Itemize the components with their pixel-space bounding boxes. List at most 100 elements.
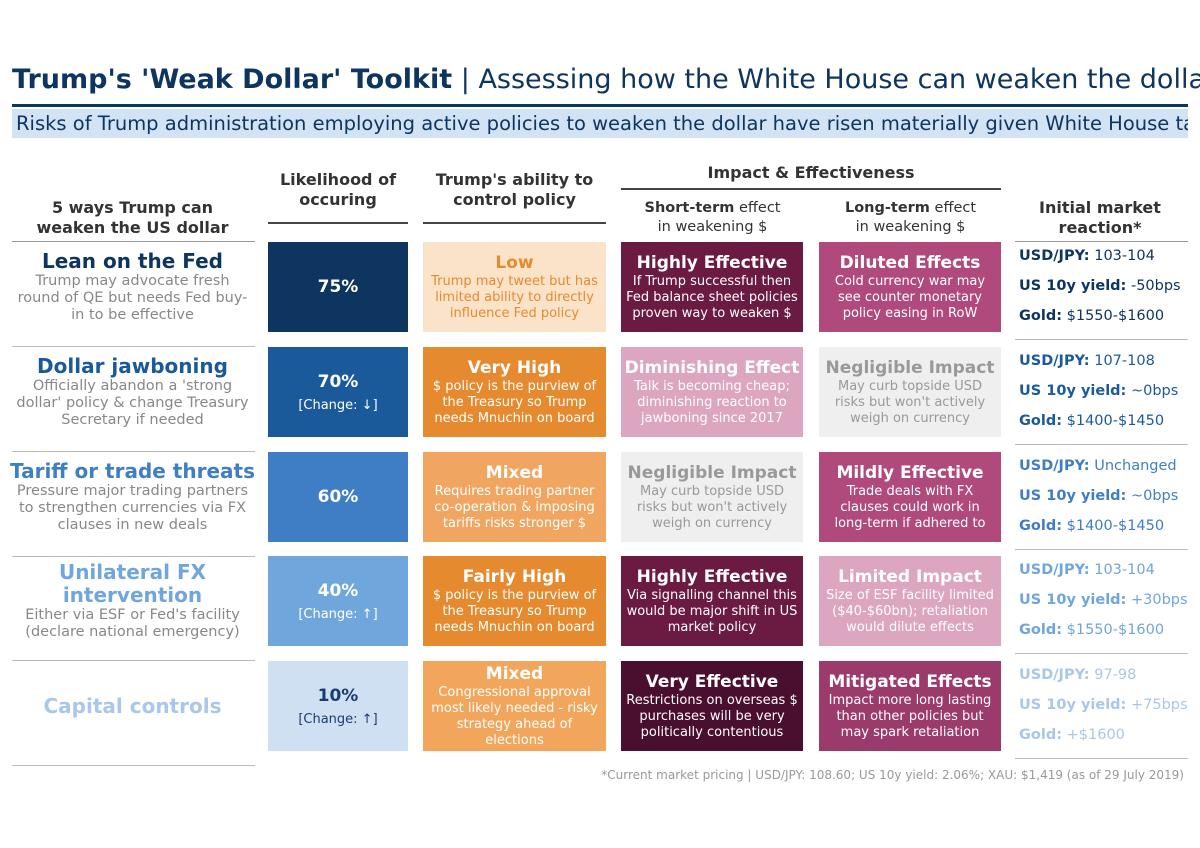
rule (1015, 758, 1188, 759)
way-name: Capital controls (43, 693, 222, 718)
long-term-cell: Mildly Effective Trade deals with FX clau… (819, 452, 1001, 542)
way-name: Tariff or trade threats (10, 459, 255, 483)
market-value: 107-108 (1094, 353, 1155, 369)
likelihood-cell: 40% [Change: ↑] (268, 556, 408, 646)
long-term-cell: Negligible Impact May curb topside USD ri… (819, 347, 1001, 437)
cell-text: If Trump successful then Fed balance she… (626, 273, 798, 321)
way-cell: Lean on the Fed Trump may advocate fresh … (10, 242, 255, 332)
market-label: USD/JPY: (1019, 562, 1090, 578)
cell-text: Trade deals with FX clauses could work i… (834, 483, 986, 531)
likelihood: 10% (317, 685, 359, 706)
market-value: +$1600 (1066, 727, 1125, 743)
cell-title: Very Effective (645, 671, 779, 692)
rule (423, 222, 606, 224)
rule (12, 660, 255, 661)
way-name: Lean on the Fed (41, 249, 223, 273)
rule (1015, 241, 1188, 242)
long-term-cell: Mitigated Effects Impact more long lastin… (819, 661, 1001, 751)
footnote: *Current market pricing | USD/JPY: 108.6… (601, 768, 1184, 782)
cell-title: Fairly High (462, 566, 567, 587)
way-cell: Tariff or trade threats Pressure major tr… (10, 452, 255, 542)
rule (12, 104, 1188, 107)
col-header: 5 ways Trump can weaken the US dollar (36, 198, 229, 237)
likelihood-cell: 75% (268, 242, 408, 332)
market-value: +75bps (1130, 697, 1188, 713)
cell-text: Talk is becoming cheap; diminishing reac… (634, 378, 790, 426)
rule (268, 222, 408, 224)
cell-title: Mildly Effective (836, 462, 984, 483)
market-item: Gold: +$1600 (1019, 727, 1125, 743)
short-term-cell: Very Effective Restrictions on overseas $… (621, 661, 803, 751)
separator: | (460, 64, 470, 95)
cell-text: Via signalling channel this would be maj… (626, 587, 798, 635)
col-header: Long-term effect in weakening $ (838, 199, 983, 237)
cell-text: Cold currency war may see counter moneta… (834, 273, 986, 321)
market-item: Gold: $1550-$1600 (1019, 622, 1164, 638)
change: [Change: ↑] (298, 711, 378, 727)
title-line: Trump's 'Weak Dollar' Toolkit | Assessin… (12, 64, 1200, 95)
cell-text: Trump may tweet but has limited ability … (431, 273, 598, 321)
col-header: Initial market reaction* (1039, 198, 1161, 237)
cell-text: Impact more long lasting than other poli… (828, 692, 992, 740)
way-description: Trump may advocate fresh round of QE but… (17, 273, 248, 323)
market-item: Gold: $1400-$1450 (1019, 413, 1164, 429)
market-label: Gold: (1019, 308, 1063, 324)
change: [Change: ↓] (298, 397, 378, 413)
market-label: USD/JPY: (1019, 353, 1090, 369)
market-label: Gold: (1019, 413, 1063, 429)
cell-title: Low (495, 252, 534, 273)
ability-cell: Low Trump may tweet but has limited abili… (423, 242, 606, 332)
col-header: Likelihood of occuring (279, 170, 397, 209)
ability-cell: Very High $ policy is the purview of the … (423, 347, 606, 437)
market-item: US 10y yield: ~0bps (1019, 488, 1178, 504)
market-value: ~0bps (1130, 383, 1179, 399)
cell-title: Mitigated Effects (828, 671, 992, 692)
market-value: $1550-$1600 (1066, 622, 1165, 638)
way-name: Dollar jawboning (37, 354, 228, 378)
rule (12, 346, 255, 347)
way-name: Unilateral FX intervention (58, 560, 207, 607)
cell-title: Mixed (485, 462, 544, 483)
market-value: Unchanged (1094, 458, 1177, 474)
title: Trump's 'Weak Dollar' Toolkit (12, 64, 453, 95)
short-term-cell: Highly Effective Via signalling channel t… (621, 556, 803, 646)
cell-text: Size of ESF facility limited ($40-$60bn)… (826, 587, 994, 635)
market-label: US 10y yield: (1019, 697, 1127, 713)
market-value: 103-104 (1094, 248, 1155, 264)
way-description: Pressure major trading partners to stren… (16, 483, 249, 533)
rule (1015, 549, 1188, 550)
cell-text: $ policy is the purview of the Treasury … (432, 587, 597, 635)
col-header: Short-term effect in weakening $ (640, 199, 785, 237)
market-label: USD/JPY: (1019, 248, 1090, 264)
way-cell: Unilateral FX intervention Either via ESF… (10, 556, 255, 646)
cell-text: Congressional approval most likely neede… (431, 684, 598, 748)
rule (1015, 653, 1188, 654)
rule (1015, 339, 1188, 340)
way-description: Either via ESF or Fed's facility (declar… (25, 607, 240, 640)
way-cell: Capital controls (10, 661, 255, 751)
market-label: US 10y yield: (1019, 383, 1127, 399)
market-item: US 10y yield: +30bps (1019, 592, 1188, 608)
rest: effect in weakening $ (855, 200, 977, 235)
cell-text: Requires trading partner co-operation & … (434, 483, 595, 531)
likelihood: 75% (317, 277, 359, 297)
rule (1015, 444, 1188, 445)
col-header: Trump's ability to control policy (435, 170, 594, 209)
ability-cell: Fairly High $ policy is the purview of th… (423, 556, 606, 646)
bold: Long-term (844, 200, 930, 216)
likelihood: 60% (317, 487, 359, 507)
way-description: Officially abandon a 'strong dollar' pol… (16, 378, 249, 428)
rule (621, 188, 1001, 190)
cell-title: Negligible Impact (627, 462, 797, 483)
cell-title: Limited Impact (838, 566, 982, 587)
cell-title: Negligible Impact (825, 357, 995, 378)
likelihood: 70% (317, 371, 359, 392)
market-item: USD/JPY: 97-98 (1019, 667, 1136, 683)
ability-cell: Mixed Congressional approval most likely … (423, 661, 606, 751)
short-term-cell: Diminishing Effect Talk is becoming cheap… (621, 347, 803, 437)
market-value: +30bps (1130, 592, 1188, 608)
market-label: USD/JPY: (1019, 667, 1090, 683)
market-value: $1400-$1450 (1066, 413, 1165, 429)
col-header: Impact & Effectiveness (707, 163, 915, 182)
